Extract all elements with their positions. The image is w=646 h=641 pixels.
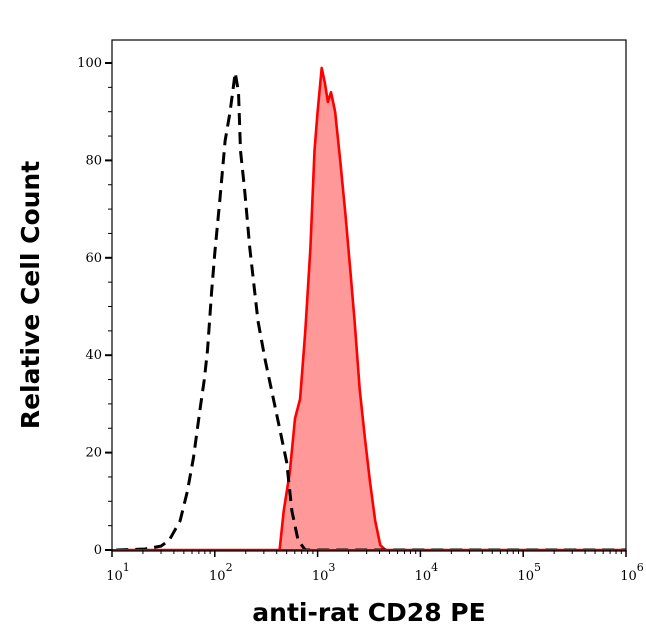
y-axis-title: Relative Cell Count: [16, 161, 45, 429]
y-tick-label: 20: [85, 446, 102, 461]
y-tick-label: 40: [85, 348, 102, 363]
x-tick-label: 103: [312, 561, 336, 584]
plot-frame: [111, 39, 627, 552]
y-tick-label: 80: [85, 153, 102, 168]
series-fill-area: [116, 67, 627, 551]
axes-layer: 101 102 103 104 105 106 0 20 40 60 80 100: [77, 56, 644, 584]
x-axis-title: anti-rat CD28 PE: [252, 598, 485, 627]
series-line-control: [116, 72, 626, 552]
y-tick-label: 100: [77, 56, 102, 71]
y-tick-label: 0: [94, 543, 102, 558]
series-layer: [112, 66, 627, 552]
x-tick-label: 106: [620, 561, 644, 584]
y-tick-label: 60: [85, 251, 102, 266]
x-tick-label: 101: [106, 561, 130, 584]
x-tick-label: 102: [209, 561, 233, 584]
x-tick-label: 105: [517, 561, 541, 584]
series-line-sample: [116, 66, 626, 552]
x-tick-label: 104: [415, 561, 439, 584]
